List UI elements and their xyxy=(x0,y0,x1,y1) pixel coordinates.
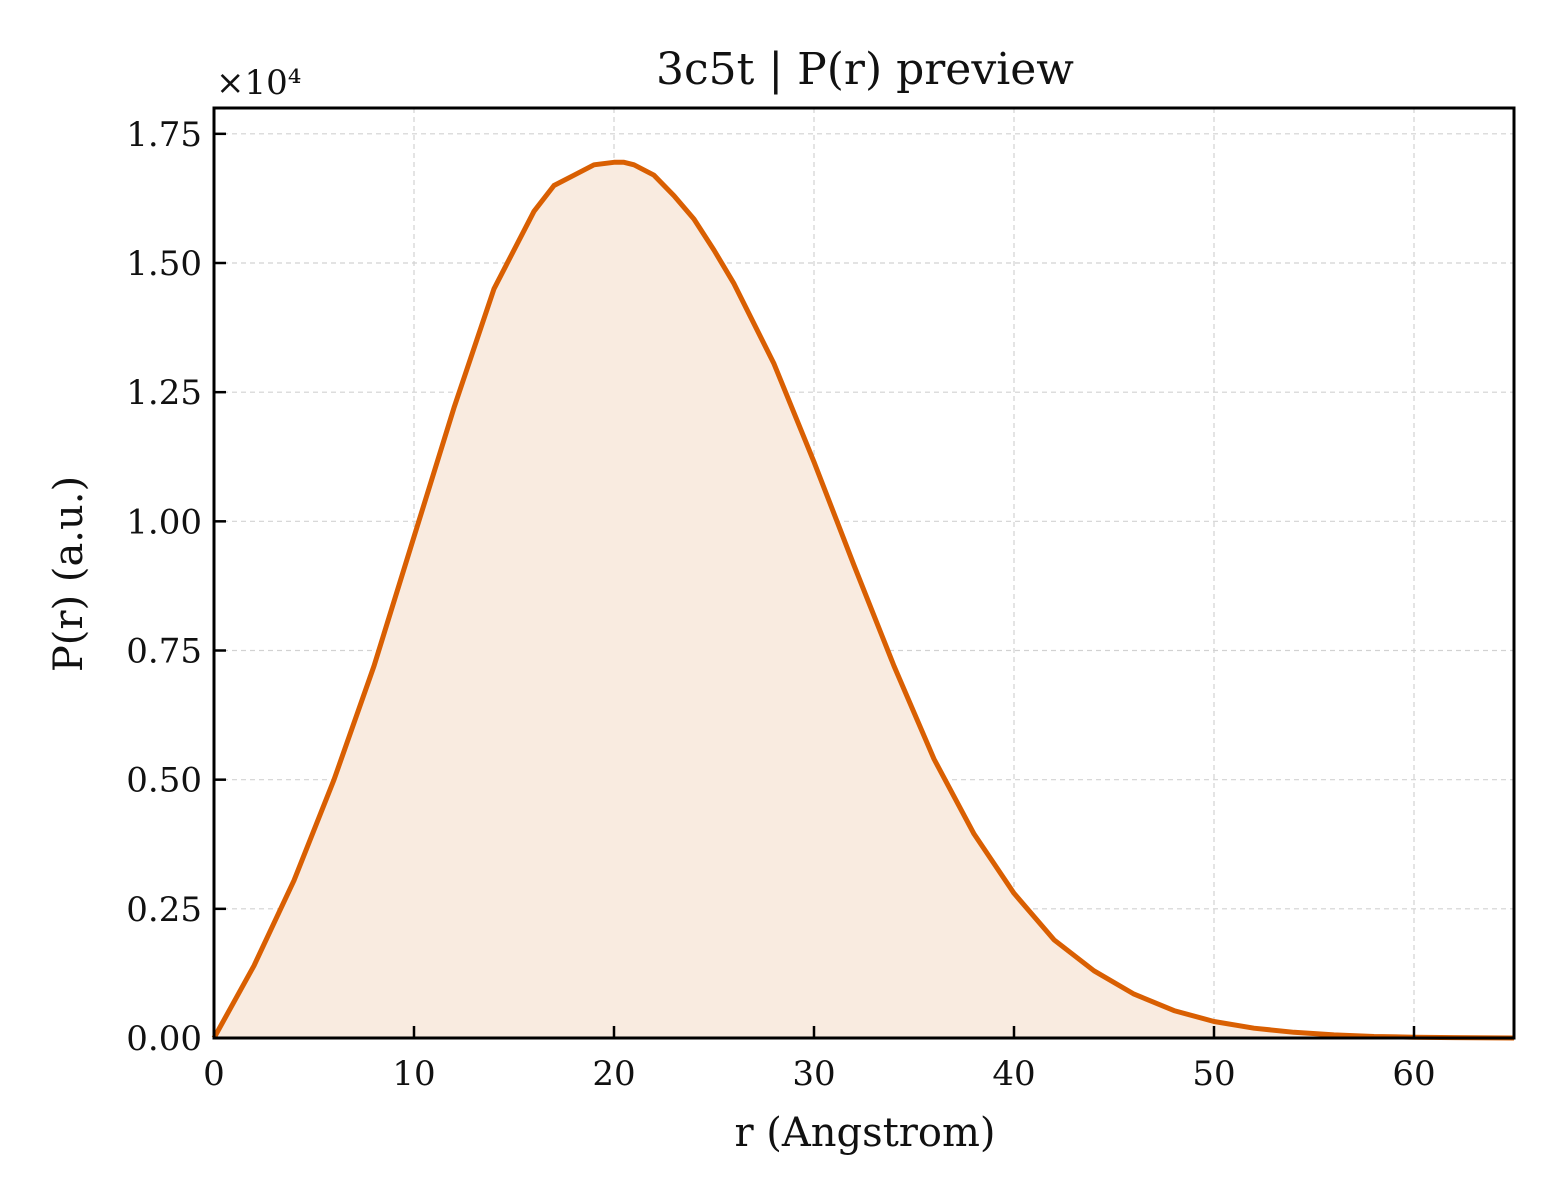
x-tick-label: 60 xyxy=(1392,1054,1435,1094)
y-tick-label: 0.75 xyxy=(126,632,202,672)
y-tick-label: 0.00 xyxy=(126,1019,202,1059)
x-tick-label: 50 xyxy=(1192,1054,1235,1094)
y-multiplier-label: ×10⁴ xyxy=(216,63,301,103)
axis-ticks: 0 10 20 30 40 50 60 0.00 0.25 0.50 0.75 1.00 1.25 1.5… xyxy=(126,115,1435,1094)
x-axis-label: r (Angstrom) xyxy=(734,1110,995,1156)
y-tick-label: 1.00 xyxy=(126,502,202,542)
y-tick-label: 0.50 xyxy=(126,761,202,801)
x-tick-label: 20 xyxy=(592,1054,635,1094)
series-line xyxy=(211,159,1515,1041)
y-tick-label: 1.50 xyxy=(126,244,202,284)
y-axis-label: P(r) (a.u.) xyxy=(46,476,92,672)
y-tick-label: 1.25 xyxy=(126,373,202,413)
x-tick-label: 10 xyxy=(392,1054,435,1094)
x-tick-label: 0 xyxy=(203,1054,225,1094)
chart-title: 3c5t | P(r) preview xyxy=(656,44,1074,95)
y-tick-label: 0.25 xyxy=(126,890,202,930)
series-area-fill xyxy=(214,162,1514,1039)
x-tick-label: 30 xyxy=(792,1054,835,1094)
x-tick-label: 40 xyxy=(992,1054,1035,1094)
plot-frame xyxy=(212,106,1516,1040)
y-tick-label: 1.75 xyxy=(126,115,202,155)
